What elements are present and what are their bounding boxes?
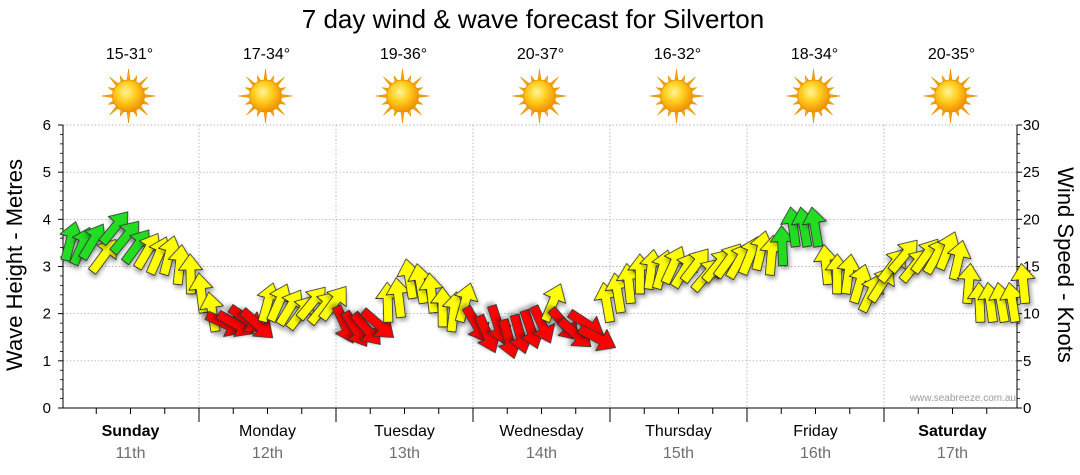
day-name-label: Wednesday (499, 423, 583, 440)
wind-arrow (529, 304, 556, 344)
temperature-label: 15-31° (106, 46, 153, 63)
left-tick-label: 6 (43, 117, 51, 134)
wind-arrow-shape (1010, 263, 1036, 305)
sun-icon (101, 68, 156, 124)
weather-icons (101, 68, 978, 124)
day-date-label: 13th (389, 445, 420, 462)
wind-arrow (540, 283, 567, 323)
temperature-label: 18-34° (791, 46, 838, 63)
wind-arrow (1010, 263, 1036, 305)
wind-arrow (577, 324, 617, 352)
right-axis-label: Wind Speed - Knots (1053, 167, 1078, 363)
right-tick-label: 20 (1023, 211, 1040, 228)
wind-arrow-shape (88, 239, 117, 275)
day-date-label: 17th (937, 445, 968, 462)
sun-icon (375, 68, 430, 124)
wind-arrow-shape (454, 282, 479, 324)
day-name-label: Saturday (918, 423, 987, 440)
wind-arrow-shape (540, 283, 567, 323)
left-tick-label: 0 (43, 400, 51, 417)
wind-arrow (802, 206, 827, 248)
day-date-label: 14th (526, 445, 557, 462)
temperature-labels: 15-31° 17-34° 19-36° 20-37° 16-32° 18-34° 20-3… (106, 46, 975, 63)
left-tick-label: 1 (43, 353, 51, 370)
day-date-label: 16th (800, 445, 831, 462)
wind-arrow-shape (178, 253, 203, 295)
left-axis-ticks: 0 1 2 3 4 5 6 (43, 117, 63, 417)
sun-disc (934, 79, 967, 113)
sun-disc (523, 79, 556, 113)
day-date-label: 11th (116, 445, 146, 462)
sun-disc (660, 79, 693, 113)
wind-arrow-shape (529, 304, 556, 344)
right-tick-label: 0 (1023, 400, 1031, 417)
wind-arrow (318, 286, 347, 322)
day-name-label: Sunday (102, 423, 160, 440)
sun-icon (649, 68, 704, 124)
wind-arrow-shape (318, 286, 347, 322)
left-axis-label: Wave Height - Metres (2, 159, 27, 371)
wind-arrow (947, 239, 972, 281)
temperature-label: 20-37° (517, 46, 564, 63)
temperature-label: 20-35° (928, 46, 975, 63)
left-tick-label: 3 (43, 259, 51, 276)
chart-title: 7 day wind & wave forecast for Silverton (302, 4, 764, 34)
temperature-label: 17-34° (243, 46, 290, 63)
sun-icon (512, 68, 567, 124)
day-name-label: Friday (793, 423, 837, 440)
day-name-label: Tuesday (374, 423, 435, 440)
wind-arrow (454, 282, 479, 324)
day-name-label: Thursday (645, 423, 712, 440)
day-date-label: 15th (663, 445, 694, 462)
left-tick-label: 2 (43, 306, 51, 323)
left-tick-label: 5 (43, 164, 51, 181)
wind-arrow (88, 239, 117, 275)
sun-disc (797, 79, 830, 113)
right-tick-label: 10 (1023, 306, 1040, 323)
sun-icon (786, 68, 841, 124)
day-name-label: Monday (239, 423, 296, 440)
sun-disc (249, 79, 282, 113)
plot-grid (63, 124, 1017, 408)
day-date-label: 12th (252, 445, 283, 462)
day-labels: Sunday 11th Monday 12th Tuesday 13th Wednesday… (102, 423, 987, 462)
wind-arrow (178, 253, 203, 295)
wind-arrows (59, 206, 1036, 359)
right-tick-label: 25 (1023, 164, 1040, 181)
temperature-label: 16-32° (654, 46, 701, 63)
sun-icon (923, 68, 978, 124)
sun-disc (112, 79, 145, 113)
right-tick-label: 30 (1023, 117, 1040, 134)
wind-arrow-shape (577, 324, 617, 352)
wind-arrow-shape (947, 239, 972, 281)
wind-arrow-shape (802, 206, 827, 248)
right-tick-label: 5 (1023, 353, 1031, 370)
sun-disc (386, 79, 419, 113)
watermark: www.seabreeze.com.au (909, 393, 1016, 404)
wind-arrow-shape (956, 263, 982, 305)
wind-arrow (956, 263, 982, 305)
left-tick-label: 4 (43, 211, 51, 228)
sun-icon (238, 68, 293, 124)
temperature-label: 19-36° (380, 46, 427, 63)
